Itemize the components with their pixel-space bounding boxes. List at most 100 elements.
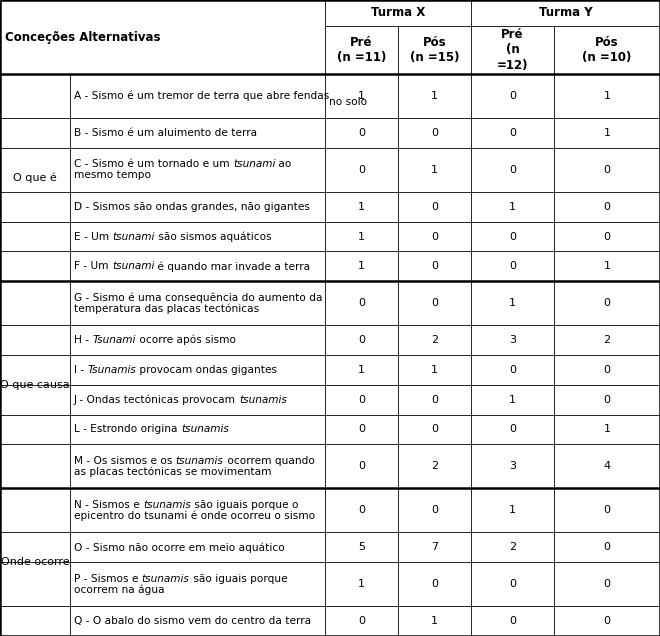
Text: 0: 0: [358, 128, 365, 138]
Text: 0: 0: [358, 461, 365, 471]
Text: M - Os sismos e os: M - Os sismos e os: [74, 456, 176, 466]
Text: tsunami: tsunami: [112, 261, 154, 272]
Text: A - Sismo é um tremor de terra que abre fendas: A - Sismo é um tremor de terra que abre …: [74, 91, 329, 101]
Text: O - Sismo não ocorre em meio aquático: O - Sismo não ocorre em meio aquático: [74, 542, 284, 553]
Text: são iguais porque o: são iguais porque o: [191, 500, 298, 510]
Text: tsunami: tsunami: [112, 232, 155, 242]
Text: 0: 0: [431, 261, 438, 272]
Text: Tsunami: Tsunami: [92, 335, 136, 345]
Text: ocorrem na água: ocorrem na água: [74, 584, 164, 595]
Text: F - Um: F - Um: [74, 261, 112, 272]
Text: 0: 0: [509, 91, 516, 101]
Text: B - Sismo é um aluimento de terra: B - Sismo é um aluimento de terra: [74, 128, 257, 138]
Text: provocam ondas gigantes: provocam ondas gigantes: [137, 365, 277, 375]
Text: Onde ocorre: Onde ocorre: [1, 557, 69, 567]
Text: tsunami: tsunami: [233, 160, 275, 169]
Text: O que causa: O que causa: [0, 380, 70, 390]
Text: G - Sismo é uma consequência do aumento da: G - Sismo é uma consequência do aumento …: [74, 293, 323, 303]
Text: tsunamis: tsunamis: [176, 456, 224, 466]
Text: ocorrem quando: ocorrem quando: [224, 456, 315, 466]
Text: 0: 0: [509, 424, 516, 434]
Text: 1: 1: [509, 394, 516, 404]
Text: 1: 1: [603, 128, 610, 138]
Text: C - Sismo é um tornado e um: C - Sismo é um tornado e um: [74, 160, 233, 169]
Text: 0: 0: [358, 165, 365, 175]
Text: 1: 1: [431, 616, 438, 626]
Text: 2: 2: [431, 461, 438, 471]
Text: Conceções Alternativas: Conceções Alternativas: [5, 31, 160, 43]
Text: O que é: O que é: [13, 172, 57, 183]
Text: é quando mar invade a terra: é quando mar invade a terra: [154, 261, 310, 272]
Text: J - Ondas tectónicas provocam: J - Ondas tectónicas provocam: [74, 394, 240, 405]
Text: L - Estrondo origina: L - Estrondo origina: [74, 424, 181, 434]
Text: 0: 0: [603, 506, 610, 515]
Text: 1: 1: [358, 232, 365, 242]
Text: tsunamis: tsunamis: [240, 394, 287, 404]
Text: no solo: no solo: [329, 85, 368, 107]
Text: 0: 0: [603, 394, 610, 404]
Text: tsunamis: tsunamis: [142, 574, 189, 584]
Text: 4: 4: [603, 461, 610, 471]
Text: 0: 0: [358, 424, 365, 434]
Text: 0: 0: [603, 165, 610, 175]
Text: Turma X: Turma X: [371, 6, 425, 20]
Text: 1: 1: [509, 298, 516, 308]
Text: Pré
(n
=12): Pré (n =12): [497, 27, 528, 73]
Text: 0: 0: [431, 394, 438, 404]
Text: ocorre após sismo: ocorre após sismo: [136, 335, 236, 345]
Text: 1: 1: [358, 91, 365, 101]
Text: 0: 0: [509, 232, 516, 242]
Text: 1: 1: [431, 91, 438, 101]
Text: 0: 0: [358, 616, 365, 626]
Text: 1: 1: [431, 165, 438, 175]
Text: I -: I -: [74, 365, 88, 375]
Text: 1: 1: [603, 91, 610, 101]
Text: 1: 1: [509, 506, 516, 515]
Text: 0: 0: [509, 261, 516, 272]
Text: 0: 0: [358, 298, 365, 308]
Text: são sismos aquáticos: são sismos aquáticos: [155, 232, 271, 242]
Text: N - Sismos e: N - Sismos e: [74, 500, 143, 510]
Text: 1: 1: [358, 202, 365, 212]
Text: 3: 3: [509, 461, 516, 471]
Text: E - Um: E - Um: [74, 232, 112, 242]
Text: 2: 2: [431, 335, 438, 345]
Text: temperatura das placas tectónicas: temperatura das placas tectónicas: [74, 303, 259, 314]
Text: 0: 0: [431, 424, 438, 434]
Text: mesmo tempo: mesmo tempo: [74, 170, 151, 181]
Text: 0: 0: [509, 579, 516, 589]
Text: 5: 5: [358, 543, 365, 552]
Text: 1: 1: [509, 202, 516, 212]
Text: 0: 0: [431, 128, 438, 138]
Text: 0: 0: [431, 232, 438, 242]
Text: 0: 0: [358, 506, 365, 515]
Text: 2: 2: [603, 335, 610, 345]
Text: 0: 0: [509, 365, 516, 375]
Text: 0: 0: [603, 202, 610, 212]
Text: 1: 1: [358, 365, 365, 375]
Text: as placas tectónicas se movimentam: as placas tectónicas se movimentam: [74, 467, 271, 477]
Text: D - Sismos são ondas grandes, não gigantes: D - Sismos são ondas grandes, não gigant…: [74, 202, 310, 212]
Text: Tsunamis: Tsunamis: [88, 365, 137, 375]
Text: 0: 0: [603, 365, 610, 375]
Text: 0: 0: [509, 165, 516, 175]
Text: 0: 0: [358, 335, 365, 345]
Text: 0: 0: [509, 128, 516, 138]
Text: 2: 2: [509, 543, 516, 552]
Text: 0: 0: [603, 616, 610, 626]
Text: 0: 0: [358, 394, 365, 404]
Text: Pré
(n =11): Pré (n =11): [337, 36, 386, 64]
Text: tsunamis: tsunamis: [181, 424, 229, 434]
Text: 3: 3: [509, 335, 516, 345]
Text: 7: 7: [431, 543, 438, 552]
Text: Pós
(n =15): Pós (n =15): [410, 36, 459, 64]
Text: 1: 1: [603, 424, 610, 434]
Text: 0: 0: [509, 616, 516, 626]
Text: tsunamis: tsunamis: [143, 500, 191, 510]
Text: Q - O abalo do sismo vem do centro da terra: Q - O abalo do sismo vem do centro da te…: [74, 616, 311, 626]
Text: 1: 1: [603, 261, 610, 272]
Text: H -: H -: [74, 335, 92, 345]
Text: 0: 0: [603, 543, 610, 552]
Text: P - Sismos e: P - Sismos e: [74, 574, 142, 584]
Text: são iguais porque: são iguais porque: [189, 574, 287, 584]
